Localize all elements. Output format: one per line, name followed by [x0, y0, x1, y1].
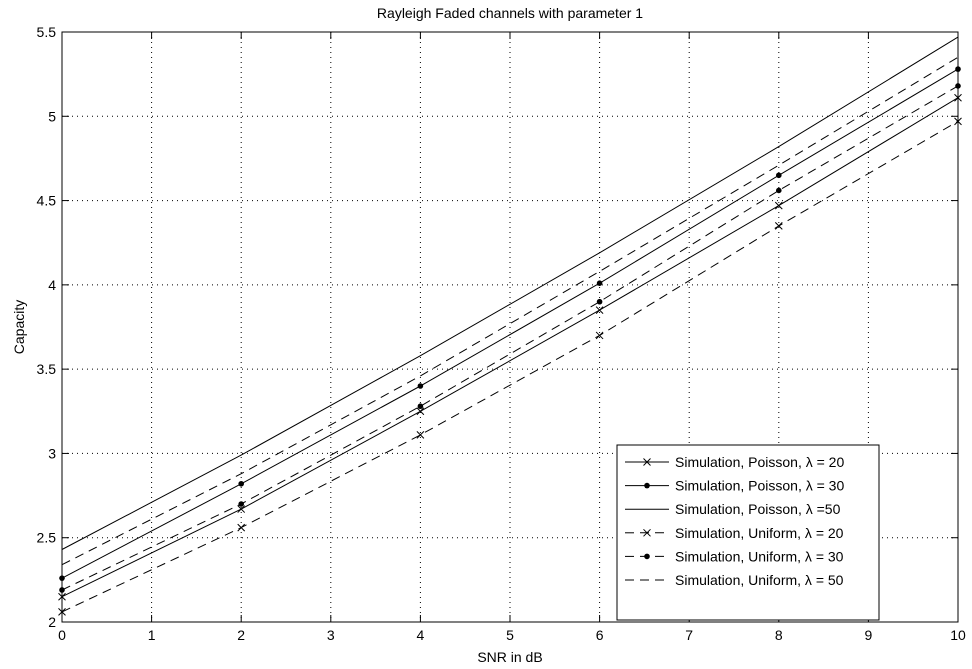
legend-entry: Simulation, Poisson, λ = 30	[625, 478, 844, 494]
data-point	[596, 298, 603, 305]
data-point	[417, 403, 424, 410]
data-point	[595, 331, 604, 340]
data-point	[774, 222, 783, 230]
series-line	[61, 97, 959, 598]
series-2	[59, 66, 961, 581]
x-tick-label: 8	[775, 627, 783, 643]
data-point	[237, 505, 246, 513]
x-tick-label: 4	[417, 627, 425, 643]
series-5	[59, 83, 961, 593]
axis-ticks: 0 1 2 3 4 5 6 7 8 9 10 2 2.5 3 3.5 4 4.5 5 5.5	[37, 24, 966, 643]
data-point	[238, 480, 244, 487]
x-tick-label: 5	[506, 627, 514, 643]
legend-label: Simulation, Uniform, λ = 50	[675, 572, 844, 588]
y-tick-label: 5.5	[37, 24, 57, 40]
data-point	[596, 280, 603, 286]
legend-marker	[643, 528, 651, 537]
data-point	[776, 187, 782, 194]
data-point	[416, 431, 425, 439]
data-point	[238, 501, 244, 507]
y-tick-label: 4	[48, 277, 56, 293]
legend-entry: Simulation, Uniform, λ = 20	[625, 525, 844, 541]
data-point	[776, 172, 782, 179]
x-tick-label: 10	[950, 627, 966, 643]
x-axis-label: SNR in dB	[477, 649, 542, 665]
legend: Simulation, Poisson, λ = 20 Simulation, P…	[616, 444, 880, 621]
chart-title: Rayleigh Faded channels with parameter 1	[377, 5, 643, 21]
x-tick-label: 3	[327, 627, 335, 643]
legend-marker	[644, 553, 650, 560]
series-6	[61, 56, 959, 566]
series-line	[61, 120, 959, 613]
series-3	[61, 36, 959, 550]
data-point	[237, 523, 246, 532]
x-tick-label: 7	[685, 627, 693, 643]
series-line	[61, 68, 959, 579]
data-point	[417, 383, 424, 389]
y-tick-label: 2.5	[37, 530, 57, 546]
legend-label: Simulation, Poisson, λ = 20	[675, 454, 844, 470]
y-tick-label: 4.5	[37, 193, 57, 209]
x-tick-label: 0	[58, 627, 66, 643]
x-tick-label: 1	[148, 627, 156, 643]
legend-entry: Simulation, Uniform, λ = 50	[625, 572, 844, 588]
y-axis-label: Capacity	[11, 300, 27, 354]
data-point	[416, 407, 425, 416]
legend-label: Simulation, Uniform, λ = 20	[675, 525, 844, 541]
legend-marker	[644, 482, 650, 489]
y-tick-label: 3	[48, 445, 56, 461]
x-tick-label: 6	[596, 627, 604, 643]
y-tick-label: 2	[48, 614, 56, 630]
y-tick-label: 3.5	[37, 361, 57, 377]
data-point	[595, 306, 604, 314]
legend-marker	[643, 458, 651, 466]
x-tick-label: 9	[865, 627, 873, 643]
data-point	[774, 201, 783, 210]
legend-entry: Simulation, Poisson, λ =50	[625, 501, 841, 517]
series-1	[58, 93, 962, 601]
legend-label: Simulation, Uniform, λ = 30	[675, 548, 844, 564]
series-line	[61, 56, 959, 566]
x-tick-label: 2	[237, 627, 245, 643]
y-tick-label: 5	[48, 108, 56, 124]
series-group	[58, 36, 962, 616]
legend-entry: Simulation, Uniform, λ = 30	[625, 548, 844, 564]
series-line	[61, 85, 959, 591]
legend-label: Simulation, Poisson, λ = 30	[675, 478, 844, 494]
legend-label: Simulation, Poisson, λ =50	[675, 501, 841, 517]
series-line	[61, 36, 959, 550]
grid-lines	[62, 32, 958, 622]
legend-entry: Simulation, Poisson, λ = 20	[625, 454, 844, 470]
